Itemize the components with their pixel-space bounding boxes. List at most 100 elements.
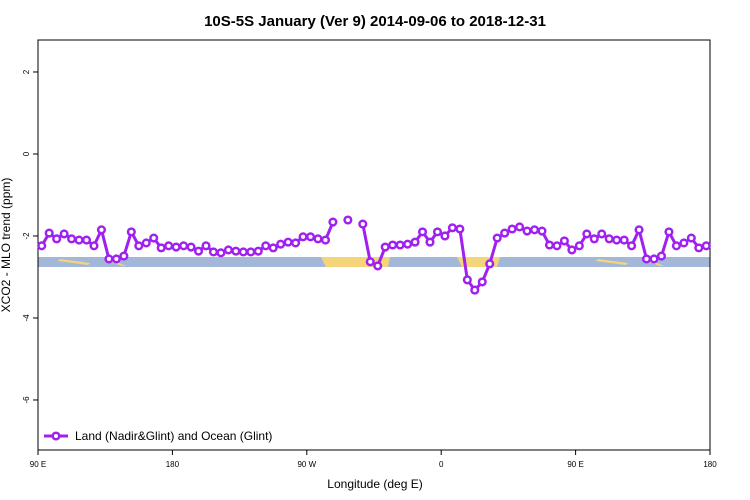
point [492,233,502,243]
point [261,241,271,251]
y-tick-label: -2 [22,232,31,240]
point [455,224,465,234]
x-tick-label: 180 [703,460,717,469]
point [313,234,323,244]
point [283,237,293,247]
point [134,241,144,251]
point [500,228,510,238]
x-tick-label: 0 [439,460,444,469]
point [559,236,569,246]
point [529,225,540,235]
point [305,232,316,242]
point [268,243,278,253]
point [104,254,114,264]
point [589,234,599,244]
point [507,224,517,234]
point [44,228,54,238]
point [238,247,248,257]
point [89,241,99,251]
point [597,229,607,239]
point [343,215,353,225]
point [582,229,592,239]
point [201,241,211,251]
point [544,240,555,250]
point [425,237,435,247]
x-tick-label: 180 [166,460,180,469]
point [141,238,151,248]
point [223,245,233,255]
point [81,235,92,245]
point [119,251,129,261]
x-tick-label: 90 W [297,460,316,469]
point [231,246,241,256]
x-axis-label: Longitude (deg E) [327,477,422,491]
y-tick-label: -6 [22,396,31,404]
point [470,285,480,295]
point [679,238,689,248]
point [634,225,644,235]
point [59,229,69,239]
point [164,241,174,251]
point [37,241,47,251]
point [388,240,398,250]
point [604,234,614,244]
point [358,219,368,229]
point [320,235,331,245]
point [552,241,562,251]
point [291,238,301,248]
point [380,242,390,252]
point [156,243,166,253]
point [537,226,547,236]
y-tick-label: -4 [22,314,31,322]
point [253,246,263,256]
point [664,227,674,237]
point [656,251,667,261]
point [67,234,77,244]
legend-marker [51,431,61,441]
y-tick-label: 0 [22,151,31,156]
point [515,222,525,232]
point [619,235,629,245]
point [216,248,226,258]
point [276,239,286,249]
point [149,233,159,243]
land [58,259,90,265]
legend-label: Land (Nadir&Glint) and Ocean (Glint) [75,429,272,443]
point [641,254,652,264]
point [208,247,219,257]
point [649,254,659,264]
series-line [40,221,707,293]
point [179,241,189,251]
point [627,241,637,251]
point [403,239,413,249]
point [485,259,495,269]
point [671,241,681,251]
point [96,225,107,235]
x-tick-label: 90 E [567,460,583,469]
point [246,247,256,257]
point [701,241,711,251]
point [74,235,84,245]
point [522,226,532,236]
point [567,245,577,255]
point [395,240,405,250]
point [186,242,196,252]
point [373,261,383,271]
y-axis-label: XCO2 - MLO trend (ppm) [0,178,13,313]
point [477,277,487,287]
point [462,275,472,285]
point [440,231,450,241]
land [596,259,628,265]
chart-title: 10S-5S January (Ver 9) 2014-09-06 to 201… [204,13,546,30]
point [298,232,308,242]
point [328,217,338,227]
point [447,223,457,233]
point [52,234,62,244]
y-tick-label: 2 [22,69,31,74]
point [694,243,704,253]
point [410,237,420,247]
point [432,227,443,237]
point [612,235,622,245]
point [111,254,121,264]
